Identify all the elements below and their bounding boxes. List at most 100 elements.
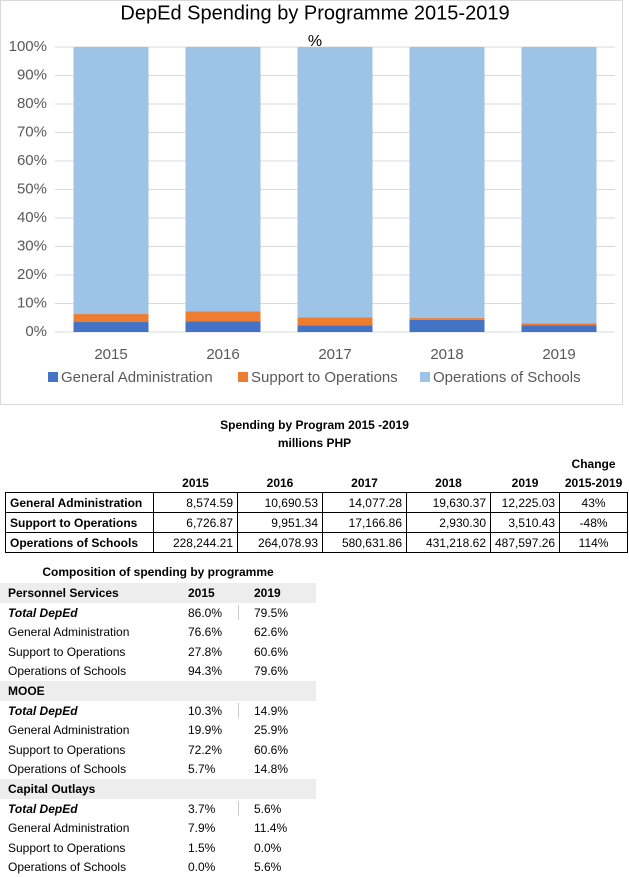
- composition-row: Support to Operations 72.2% 60.6%: [0, 740, 316, 760]
- cell: 76.6%: [188, 625, 223, 640]
- table-title: Spending by Program 2015 -2019: [220, 418, 409, 432]
- section-title: Personnel Services: [8, 586, 119, 600]
- section-header: Capital Outlays: [0, 779, 316, 799]
- y-tick-label: 40%: [17, 209, 47, 226]
- bar-segment: [521, 323, 597, 326]
- legend-swatch: [420, 372, 430, 382]
- cell: 7.9%: [188, 821, 216, 836]
- bar-segment: [73, 322, 149, 332]
- y-tick-label: 80%: [17, 95, 47, 112]
- composition-row: Operations of Schools 94.3% 79.6%: [0, 661, 316, 681]
- cell: 94.3%: [188, 664, 223, 679]
- legend-swatch: [48, 372, 58, 382]
- composition-row: Total DepEd 3.7% 5.6%: [0, 799, 316, 819]
- cell: 8,574.59: [153, 492, 238, 513]
- header-cell: [6, 473, 154, 493]
- header-cell: [238, 454, 323, 473]
- table-row: Support to Operations 6,726.87 9,951.34 17,…: [5, 512, 629, 533]
- divider: [238, 702, 239, 718]
- header-cell: Change: [571, 456, 616, 471]
- table-row: Operations of Schools 228,244.21 264,078.9…: [5, 532, 629, 553]
- composition-row: Support to Operations 27.8% 60.6%: [0, 642, 316, 662]
- column-header: 2019: [511, 475, 539, 490]
- header-cell: [6, 454, 154, 473]
- bar-segment: [297, 317, 373, 326]
- bar-segment: [409, 47, 485, 319]
- cell: 580,631.86: [322, 532, 407, 553]
- bar-segment: [73, 47, 149, 315]
- x-tick-label: 2019: [542, 346, 575, 363]
- header-cell: [407, 454, 491, 473]
- bar-segment: [297, 325, 373, 332]
- row-label: Operations of Schools: [5, 532, 154, 553]
- row-label: Support to Operations: [8, 840, 126, 855]
- header-cell: [323, 454, 407, 473]
- cell: 0.0%: [254, 840, 282, 855]
- row-label: Total DepEd: [8, 801, 78, 816]
- bar-segment: [521, 325, 597, 332]
- row-label: Support to Operations: [5, 512, 154, 533]
- cell: 79.5%: [254, 605, 289, 620]
- y-tick-label: 70%: [17, 123, 47, 140]
- x-tick-label: 2017: [318, 346, 351, 363]
- legend-swatch: [238, 372, 248, 382]
- composition-row: General Administration 7.9% 11.4%: [0, 818, 316, 838]
- column-header: 2018: [435, 475, 462, 490]
- cell: 79.6%: [254, 664, 289, 679]
- section-header: MOOE: [0, 681, 316, 701]
- cell: 114%: [559, 532, 629, 553]
- cell: 10.3%: [188, 703, 223, 718]
- row-label: General Administration: [8, 625, 130, 640]
- column-header: 2015-2019: [564, 475, 623, 490]
- cell: 11.4%: [254, 821, 288, 836]
- y-tick-label: 30%: [17, 237, 47, 254]
- header-row: Change: [6, 454, 628, 473]
- row-label: Operations of Schools: [8, 860, 127, 875]
- row-label: Total DepEd: [8, 703, 78, 718]
- composition-row: Total DepEd 86.0% 79.5%: [0, 603, 316, 623]
- cell: 9,951.34: [237, 512, 323, 533]
- cell: 5.6%: [254, 860, 282, 875]
- x-tick-label: 2018: [430, 346, 463, 363]
- cell: -48%: [559, 512, 629, 533]
- x-tick-label: 2015: [94, 346, 127, 363]
- cell: 264,078.93: [237, 532, 323, 553]
- chart: DepEd Spending by Programme 2015-2019 % …: [0, 0, 623, 405]
- y-tick-label: 90%: [17, 66, 47, 83]
- column-header: 2019: [254, 586, 281, 600]
- cell: 487,597.26: [489, 532, 561, 553]
- header-row: 2015 2016 2017 2018 2019 2015-2019: [6, 473, 628, 493]
- y-tick-label: 50%: [17, 180, 47, 197]
- y-tick-label: 100%: [9, 38, 47, 55]
- bar-segment: [73, 314, 149, 323]
- spending-table: Change 2015 2016 2017 2018 2019 2015-2019 Gener…: [5, 454, 629, 553]
- divider: [238, 604, 239, 620]
- composition-row: Total DepEd 10.3% 14.9%: [0, 701, 316, 721]
- cell: 27.8%: [188, 644, 223, 659]
- composition-row: Operations of Schools 5.7% 14.8%: [0, 759, 316, 779]
- column-header: 2015: [182, 475, 209, 490]
- legend-label: Support to Operations: [251, 369, 398, 386]
- row-label: Operations of Schools: [8, 762, 127, 777]
- column-header: 2015: [188, 586, 215, 600]
- row-label: Support to Operations: [8, 742, 126, 757]
- cell: 17,166.86: [322, 512, 407, 533]
- bar-segment: [185, 47, 261, 312]
- row-label: Total DepEd: [8, 605, 78, 620]
- composition-title: Composition of spending by programme: [42, 565, 274, 579]
- cell: 1.5%: [188, 840, 216, 855]
- row-label: Support to Operations: [8, 644, 126, 659]
- cell: 19,630.37: [406, 492, 491, 513]
- composition-row: Support to Operations 1.5% 0.0%: [0, 838, 316, 858]
- bar-segment: [409, 319, 485, 332]
- composition-row: Operations of Schools 0.0% 5.6%: [0, 857, 316, 877]
- bar-segment: [409, 318, 485, 320]
- legend-label: Operations of Schools: [433, 369, 581, 386]
- cell: 19.9%: [188, 723, 223, 738]
- header-cell: [491, 454, 560, 473]
- cell: 0.0%: [188, 860, 216, 875]
- cell: 3.7%: [188, 801, 216, 816]
- y-tick-label: 20%: [17, 266, 47, 283]
- cell: 14.9%: [254, 703, 289, 718]
